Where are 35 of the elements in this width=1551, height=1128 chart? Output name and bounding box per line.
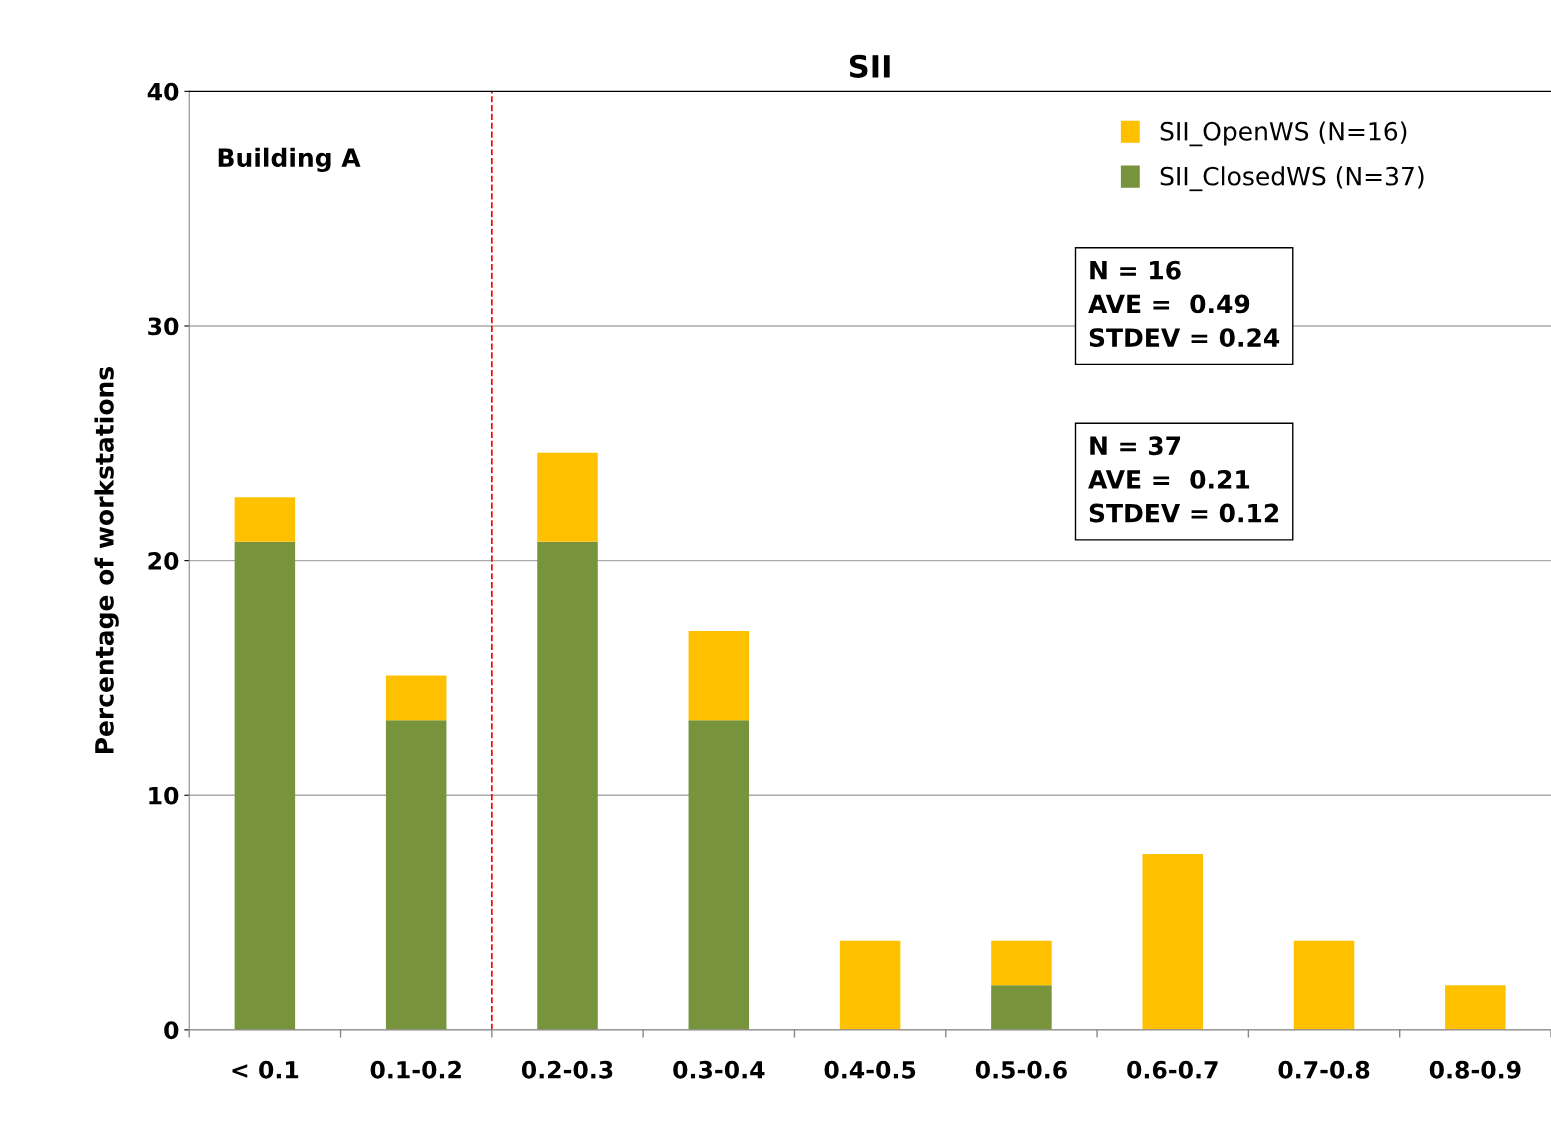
bar (688, 720, 750, 1030)
chart-title: SII (849, 54, 890, 78)
bar (385, 720, 447, 1030)
legend-label: SII_ClosedWS (N=37) (1160, 166, 1424, 192)
y-tick-label: 30 (148, 317, 179, 336)
y-tick-label: 20 (148, 552, 179, 570)
x-tick-label: 0.1-0.2 (370, 1060, 461, 1079)
x-tick-label: < 0.1 (232, 1060, 299, 1079)
bar (537, 452, 598, 542)
y-tick-label: 0 (164, 1021, 179, 1040)
legend-label: SII_OpenWS (N=16) (1160, 121, 1407, 147)
x-tick-label: 0.6-0.7 (1127, 1060, 1218, 1079)
annotation: N = 16 AVE = 0.49 STDEV = 0.24 (1088, 260, 1280, 348)
y-tick-label: 40 (147, 82, 179, 101)
x-tick-label: 0.2-0.3 (521, 1060, 613, 1079)
bar (991, 940, 1052, 986)
x-tick-label: 0.8-0.9 (1429, 1060, 1521, 1079)
bar (234, 541, 296, 1030)
bar (1445, 985, 1506, 1030)
annotation: Building A (218, 147, 361, 173)
bar (991, 985, 1052, 1030)
x-tick-label: 0.7-0.8 (1278, 1060, 1370, 1079)
x-tick-label: 0.4-0.5 (824, 1060, 916, 1079)
annotation: N = 37 AVE = 0.21 STDEV = 0.12 (1088, 436, 1279, 523)
bar (1293, 940, 1355, 1030)
bar (839, 940, 901, 1030)
x-tick-label: 0.5-0.6 (975, 1060, 1067, 1079)
y-tick-label: 10 (149, 786, 179, 805)
bar (688, 631, 750, 721)
y-axis-title: Percentage of workstations (94, 366, 119, 754)
bar (1142, 853, 1203, 1030)
x-tick-label: 0.3-0.4 (673, 1060, 765, 1079)
bar (385, 675, 447, 721)
bar (537, 541, 598, 1030)
bar (234, 497, 296, 542)
